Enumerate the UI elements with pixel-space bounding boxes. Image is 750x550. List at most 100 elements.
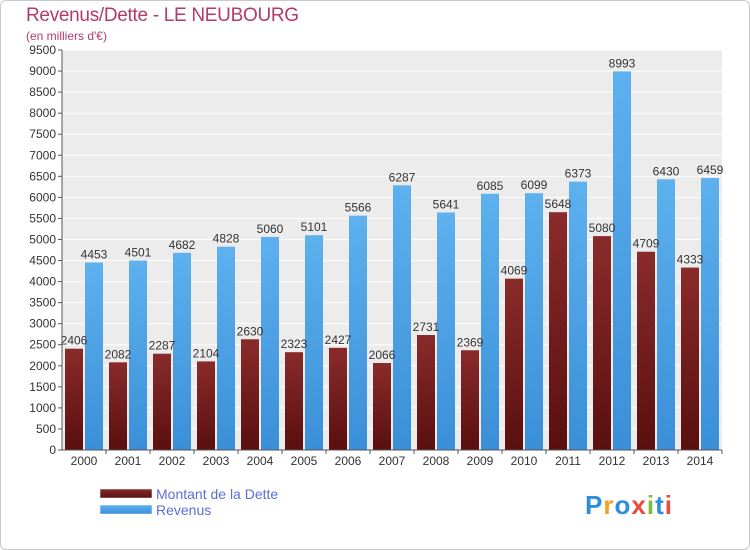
revenue-value-label: 4682 bbox=[169, 238, 196, 252]
debt-value-label: 2369 bbox=[457, 335, 484, 349]
revenue-value-label: 6373 bbox=[565, 167, 592, 181]
revenue-bar bbox=[305, 235, 323, 450]
revenue-bar bbox=[173, 252, 191, 450]
revenue-bar bbox=[569, 181, 587, 451]
debt-value-label: 2082 bbox=[105, 347, 132, 361]
y-tick-label: 1500 bbox=[29, 380, 56, 394]
debt-bar bbox=[197, 361, 215, 450]
y-tick-label: 7000 bbox=[29, 148, 56, 162]
revenue-bar bbox=[701, 178, 719, 450]
revenue-bar bbox=[437, 212, 455, 450]
debt-value-label: 2406 bbox=[61, 334, 88, 348]
debt-value-label: 2630 bbox=[237, 324, 264, 338]
y-tick-label: 3000 bbox=[29, 317, 56, 331]
x-tick-label: 2006 bbox=[335, 454, 362, 468]
revenue-value-label: 6459 bbox=[697, 163, 724, 177]
x-tick-label: 2011 bbox=[555, 454, 581, 468]
debt-value-label: 4069 bbox=[501, 264, 528, 278]
revenue-value-label: 5060 bbox=[257, 222, 284, 236]
revenue-bar bbox=[525, 193, 543, 450]
debt-bar bbox=[637, 251, 655, 450]
revenue-value-label: 5566 bbox=[345, 201, 372, 215]
x-tick-label: 2008 bbox=[423, 454, 450, 468]
debt-bar bbox=[681, 267, 699, 450]
debt-bar bbox=[65, 348, 83, 450]
y-tick-label: 4500 bbox=[29, 254, 56, 268]
revenue-value-label: 6085 bbox=[477, 179, 504, 193]
revenue-value-label: 4453 bbox=[81, 248, 108, 262]
debt-bar bbox=[241, 339, 259, 450]
x-tick-label: 2007 bbox=[379, 454, 406, 468]
debt-value-label: 5648 bbox=[545, 197, 572, 211]
x-tick-label: 2000 bbox=[71, 454, 98, 468]
y-tick-label: 8500 bbox=[29, 85, 56, 99]
revenue-bar bbox=[481, 193, 499, 450]
revenue-bar bbox=[261, 236, 279, 450]
debt-bar bbox=[153, 353, 171, 450]
revenue-value-label: 6099 bbox=[521, 178, 548, 192]
debt-bar bbox=[593, 236, 611, 450]
legend-swatch-revenue bbox=[99, 504, 153, 515]
debt-value-label: 5080 bbox=[589, 221, 616, 235]
y-tick-label: 5500 bbox=[29, 211, 56, 225]
debt-value-label: 2731 bbox=[413, 320, 440, 334]
debt-value-label: 2287 bbox=[149, 339, 176, 353]
y-tick-label: 5000 bbox=[29, 232, 56, 246]
revenue-bar bbox=[657, 179, 675, 450]
debt-value-label: 4709 bbox=[633, 237, 660, 251]
revenue-value-label: 8993 bbox=[609, 56, 636, 70]
x-tick-label: 2014 bbox=[687, 454, 714, 468]
legend-label-debt: Montant de la Dette bbox=[156, 486, 278, 502]
x-tick-label: 2013 bbox=[643, 454, 670, 468]
revenue-bar bbox=[349, 215, 367, 450]
revenue-bar bbox=[613, 71, 631, 451]
debt-value-label: 2066 bbox=[369, 348, 396, 362]
y-tick-label: 7500 bbox=[29, 127, 56, 141]
debt-bar bbox=[329, 347, 347, 450]
debt-bar bbox=[461, 350, 479, 450]
debt-bar bbox=[417, 335, 435, 450]
y-tick-label: 6000 bbox=[29, 190, 56, 204]
y-tick-label: 9500 bbox=[29, 43, 56, 57]
debt-bar bbox=[285, 352, 303, 450]
chart-title: Revenus/Dette - LE NEUBOURG bbox=[26, 5, 299, 26]
legend-label-revenue: Revenus bbox=[156, 502, 211, 518]
revenue-value-label: 4501 bbox=[125, 245, 152, 259]
x-tick-label: 2010 bbox=[511, 454, 538, 468]
y-tick-label: 9000 bbox=[29, 64, 56, 78]
revenue-bar bbox=[393, 185, 411, 450]
debt-value-label: 2323 bbox=[281, 337, 308, 351]
x-tick-label: 2003 bbox=[203, 454, 230, 468]
x-tick-label: 2002 bbox=[159, 454, 186, 468]
revenue-value-label: 6287 bbox=[389, 170, 416, 184]
y-tick-label: 500 bbox=[36, 422, 56, 436]
revenue-bar bbox=[129, 260, 147, 450]
debt-bar bbox=[505, 278, 523, 450]
legend-swatch-debt bbox=[99, 488, 153, 499]
revenue-bar bbox=[217, 246, 235, 450]
x-tick-label: 2004 bbox=[247, 454, 274, 468]
chart-subtitle: (en milliers d'€) bbox=[26, 29, 107, 43]
revenue-value-label: 6430 bbox=[653, 164, 680, 178]
y-tick-label: 8000 bbox=[29, 106, 56, 120]
y-tick-label: 2500 bbox=[29, 338, 56, 352]
revenue-bar bbox=[85, 262, 103, 450]
y-tick-label: 4000 bbox=[29, 275, 56, 289]
svg-text:Proxiti: Proxiti bbox=[585, 490, 673, 520]
debt-bar bbox=[109, 362, 127, 450]
revenue-value-label: 5101 bbox=[301, 220, 328, 234]
debt-value-label: 4333 bbox=[677, 253, 704, 267]
x-tick-label: 2009 bbox=[467, 454, 494, 468]
plot-area bbox=[62, 50, 722, 450]
debt-bar bbox=[549, 212, 567, 450]
y-tick-label: 6500 bbox=[29, 169, 56, 183]
x-tick-label: 2001 bbox=[115, 454, 142, 468]
debt-bar bbox=[373, 363, 391, 450]
revenue-value-label: 4828 bbox=[213, 232, 240, 246]
y-tick-label: 0 bbox=[49, 443, 56, 457]
x-tick-label: 2005 bbox=[291, 454, 318, 468]
revenue-value-label: 5641 bbox=[433, 197, 460, 211]
y-tick-label: 2000 bbox=[29, 359, 56, 373]
proxiti-logo: Proxiti bbox=[585, 488, 695, 529]
